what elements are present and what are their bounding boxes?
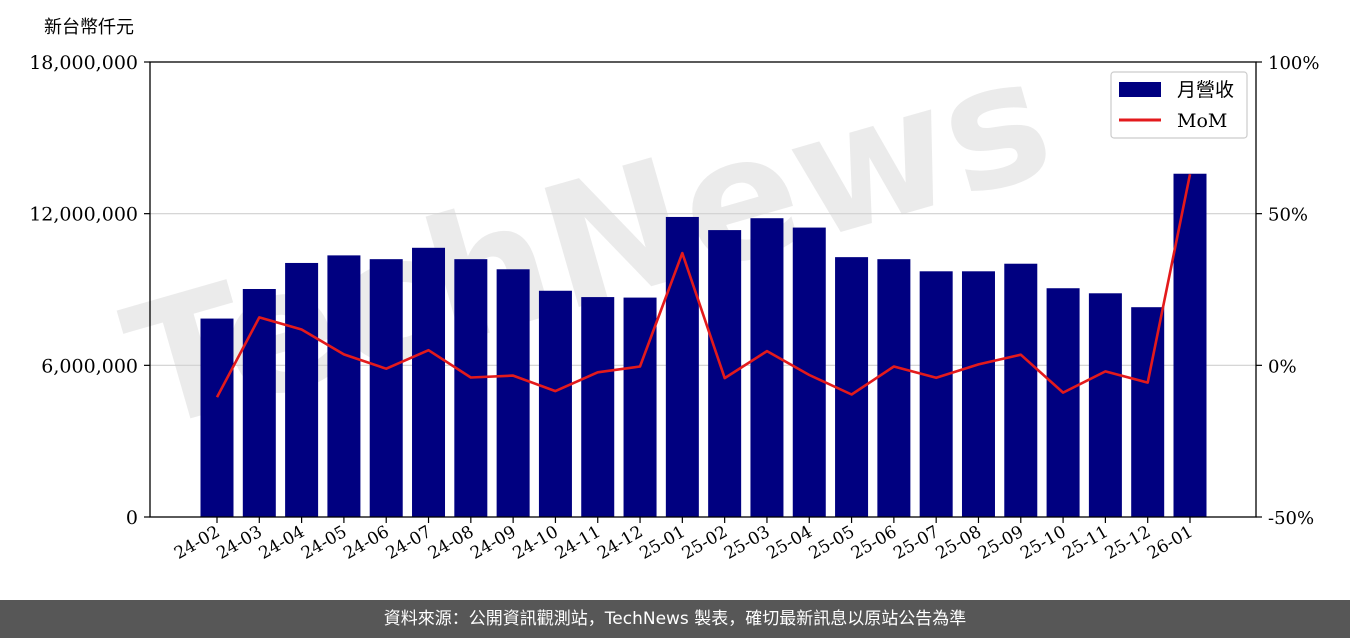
bar-24-11 bbox=[581, 297, 615, 517]
left-tick-label: 0 bbox=[126, 507, 138, 529]
bar-25-06 bbox=[877, 259, 911, 517]
x-tick-label: 24-04 bbox=[256, 522, 308, 564]
bar-24-08 bbox=[454, 259, 488, 517]
x-tick-label: 24-10 bbox=[509, 522, 561, 564]
x-tick-label: 25-07 bbox=[890, 522, 942, 564]
x-tick-label: 26-01 bbox=[1144, 522, 1196, 564]
legend: 月營收 MoM bbox=[1110, 71, 1248, 139]
x-tick-label: 24-03 bbox=[213, 522, 265, 564]
left-tick-label: 12,000,000 bbox=[29, 204, 138, 226]
x-tick-label: 25-12 bbox=[1102, 522, 1154, 564]
right-tick-label: -50% bbox=[1268, 508, 1314, 529]
chart: TechNews 06,000,00012,000,00018,000,000-… bbox=[29, 17, 1319, 564]
plot-frame bbox=[149, 61, 1257, 518]
left-tick-label: 6,000,000 bbox=[41, 355, 138, 377]
bar-25-11 bbox=[1088, 293, 1122, 517]
legend-label-mom: MoM bbox=[1177, 110, 1227, 132]
bar-25-10 bbox=[1046, 288, 1080, 517]
bar-25-09 bbox=[1004, 263, 1038, 517]
x-tick-label: 25-05 bbox=[806, 522, 858, 564]
x-tick-label: 25-08 bbox=[933, 522, 985, 564]
x-tick-label: 24-06 bbox=[340, 522, 392, 564]
bar-25-12 bbox=[1131, 307, 1165, 517]
x-tick-label: 25-02 bbox=[679, 522, 731, 564]
bar-series bbox=[200, 173, 1207, 518]
x-tick-label: 25-03 bbox=[721, 522, 773, 564]
x-tick-label: 24-11 bbox=[552, 522, 604, 564]
bar-24-02 bbox=[200, 318, 234, 517]
bar-25-04 bbox=[792, 227, 826, 517]
bar-24-12 bbox=[623, 297, 657, 517]
bar-24-07 bbox=[412, 247, 446, 517]
x-tick-label: 25-01 bbox=[636, 522, 688, 564]
x-tick-label: 24-02 bbox=[171, 522, 223, 564]
x-tick-label: 25-04 bbox=[763, 522, 815, 564]
x-tick-label: 24-07 bbox=[383, 522, 435, 564]
x-tick-label: 25-11 bbox=[1059, 522, 1111, 564]
bar-25-03 bbox=[750, 218, 784, 517]
right-tick-label: 0% bbox=[1268, 356, 1297, 377]
right-tick-label: 100% bbox=[1268, 53, 1319, 74]
footer-source-note: 資料來源：公開資訊觀測站，TechNews 製表，確切最新訊息以原站公告為準 bbox=[0, 600, 1350, 638]
x-tick-label: 25-06 bbox=[848, 522, 900, 564]
x-tick-label: 24-09 bbox=[467, 522, 519, 564]
x-tick-label: 25-09 bbox=[975, 522, 1027, 564]
x-tick-label: 24-08 bbox=[425, 522, 477, 564]
bar-24-06 bbox=[369, 259, 403, 517]
bar-24-04 bbox=[285, 262, 319, 517]
legend-swatch-bar bbox=[1119, 82, 1161, 97]
left-axis-unit-label: 新台幣仟元 bbox=[44, 17, 134, 38]
bar-24-03 bbox=[242, 288, 276, 517]
x-tick-label: 24-12 bbox=[594, 522, 646, 564]
bar-25-08 bbox=[961, 271, 995, 517]
mom-line bbox=[215, 173, 1192, 398]
line-series bbox=[215, 173, 1192, 398]
legend-label-revenue: 月營收 bbox=[1177, 79, 1234, 101]
bar-24-05 bbox=[327, 255, 361, 517]
right-tick-label: 50% bbox=[1268, 205, 1308, 226]
bar-25-01 bbox=[665, 216, 699, 518]
bar-25-02 bbox=[708, 230, 742, 517]
bar-24-09 bbox=[496, 269, 530, 517]
bar-24-10 bbox=[538, 290, 572, 517]
left-tick-label: 18,000,000 bbox=[29, 52, 138, 74]
x-tick-label: 24-05 bbox=[298, 522, 350, 564]
bar-25-07 bbox=[919, 271, 953, 517]
x-tick-label: 25-10 bbox=[1017, 522, 1069, 564]
